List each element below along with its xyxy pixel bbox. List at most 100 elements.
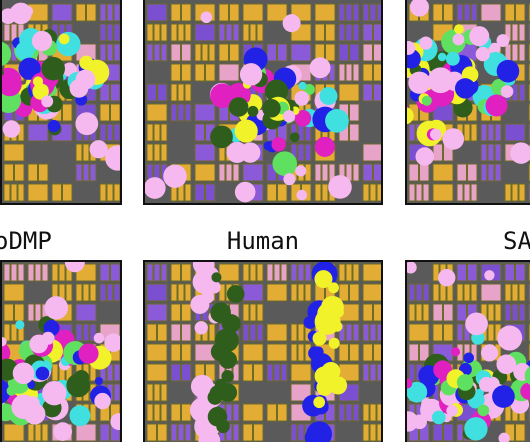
macro-block bbox=[349, 103, 360, 122]
panel-border bbox=[0, 0, 122, 205]
macro-block bbox=[38, 163, 49, 182]
macro-block bbox=[373, 23, 383, 42]
cell-cluster bbox=[306, 421, 333, 442]
cell-cluster bbox=[496, 59, 520, 83]
macro-block bbox=[218, 23, 226, 42]
cell-cluster bbox=[298, 81, 307, 90]
macro-block bbox=[17, 263, 25, 282]
macro-block bbox=[432, 143, 443, 162]
macro-block bbox=[99, 283, 107, 302]
macro-block bbox=[338, 43, 349, 62]
macro-block bbox=[494, 163, 502, 182]
cell-cluster bbox=[15, 320, 25, 330]
macro-block bbox=[99, 423, 110, 442]
macro-block bbox=[249, 263, 257, 282]
macro-block bbox=[494, 203, 502, 205]
macro-block bbox=[106, 23, 114, 42]
macro-block bbox=[194, 143, 216, 162]
macro-block bbox=[75, 203, 83, 205]
cell-cluster bbox=[446, 405, 458, 417]
macro-block bbox=[338, 283, 349, 302]
macro-block bbox=[170, 423, 178, 442]
macro-block bbox=[456, 263, 467, 282]
macro-block bbox=[249, 323, 257, 342]
macro-block bbox=[408, 363, 416, 382]
macro-block bbox=[3, 323, 11, 342]
cell-cluster bbox=[412, 414, 427, 430]
macro-block bbox=[99, 43, 107, 62]
macro-block bbox=[242, 3, 264, 22]
macro-block bbox=[352, 63, 360, 82]
cell-cluster bbox=[239, 63, 263, 86]
macro-block bbox=[113, 3, 121, 22]
macro-block bbox=[242, 263, 250, 282]
macro-block bbox=[110, 263, 121, 282]
macro-block bbox=[463, 283, 471, 302]
macro-block bbox=[27, 423, 35, 442]
macro-block bbox=[170, 263, 181, 282]
cell-cluster bbox=[0, 378, 11, 405]
macro-block bbox=[249, 23, 257, 42]
macro-block bbox=[89, 403, 97, 422]
macro-block bbox=[51, 3, 73, 22]
macro-block bbox=[352, 263, 360, 282]
macro-block bbox=[113, 23, 121, 42]
macro-block bbox=[338, 323, 346, 342]
macro-block bbox=[373, 163, 383, 182]
macro-block bbox=[362, 3, 370, 22]
macro-block bbox=[3, 143, 25, 162]
macro-block bbox=[86, 3, 97, 22]
macro-block bbox=[422, 283, 430, 302]
macro-block bbox=[352, 323, 360, 342]
macro-block bbox=[177, 83, 185, 102]
cell-cluster bbox=[41, 331, 55, 345]
macro-block bbox=[99, 3, 107, 22]
cell-cluster bbox=[325, 108, 349, 133]
macro-block bbox=[362, 363, 370, 382]
cell-cluster bbox=[41, 95, 54, 108]
macro-block bbox=[10, 323, 18, 342]
macro-block bbox=[349, 43, 360, 62]
cell-cluster bbox=[234, 181, 256, 203]
macro-block bbox=[321, 163, 329, 182]
macro-block bbox=[75, 303, 97, 322]
macro-block bbox=[349, 123, 360, 142]
cell-cluster bbox=[438, 268, 456, 287]
macro-block bbox=[314, 203, 336, 205]
cell-cluster bbox=[262, 99, 281, 118]
method-label: oDMP bbox=[0, 227, 52, 255]
macro-block bbox=[494, 123, 502, 142]
macro-block bbox=[362, 163, 373, 182]
macro-block bbox=[242, 303, 250, 322]
cell-cluster bbox=[56, 31, 81, 57]
macro-block bbox=[27, 263, 35, 282]
macro-block bbox=[201, 43, 209, 62]
cell-cluster bbox=[454, 78, 476, 99]
cell-cluster bbox=[500, 85, 514, 98]
macro-block bbox=[376, 3, 383, 22]
cell-cluster bbox=[0, 72, 22, 97]
cell-cluster bbox=[10, 5, 21, 16]
macro-block bbox=[184, 423, 192, 442]
cell-cluster bbox=[454, 24, 464, 35]
cell-cluster bbox=[218, 350, 237, 369]
cell-cluster bbox=[321, 361, 341, 382]
macro-block bbox=[349, 343, 360, 362]
cell-cluster bbox=[314, 270, 333, 289]
cell-cluster bbox=[314, 136, 335, 157]
macro-block bbox=[273, 363, 281, 382]
macro-block bbox=[170, 23, 178, 42]
cell-cluster bbox=[210, 83, 235, 108]
macro-block bbox=[352, 3, 360, 22]
macro-block bbox=[515, 423, 526, 442]
cell-cluster bbox=[433, 360, 453, 380]
macro-block bbox=[51, 263, 59, 282]
macro-block bbox=[494, 143, 502, 162]
macro-block bbox=[41, 263, 49, 282]
macro-block bbox=[408, 123, 416, 142]
cell-cluster bbox=[442, 128, 465, 150]
cell-cluster bbox=[463, 352, 475, 364]
macro-block bbox=[362, 183, 370, 202]
macro-block bbox=[242, 423, 253, 442]
cell-cluster bbox=[272, 151, 298, 176]
